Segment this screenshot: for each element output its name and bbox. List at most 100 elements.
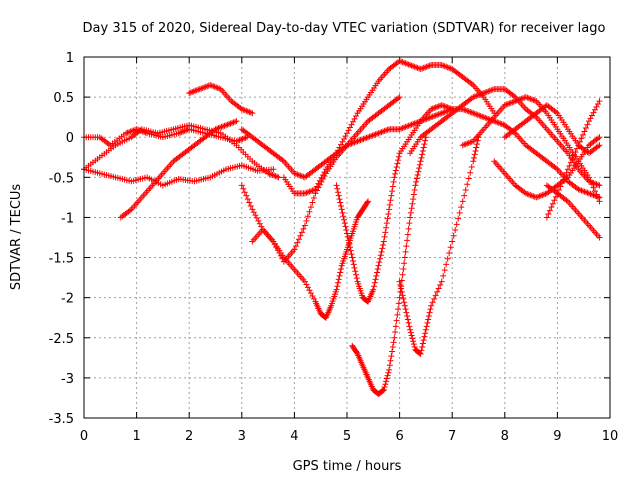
data-point <box>309 199 316 206</box>
data-point <box>398 288 405 295</box>
data-point <box>414 172 421 179</box>
data-point <box>253 215 260 222</box>
data-point <box>417 158 424 165</box>
data-point <box>340 213 347 220</box>
data-point <box>334 283 341 290</box>
data-point <box>465 175 472 182</box>
data-point <box>398 285 405 292</box>
data-point <box>401 299 408 306</box>
data-point <box>584 121 591 128</box>
data-point <box>377 255 384 262</box>
data-point <box>249 110 256 117</box>
data-point <box>426 309 433 316</box>
data-point <box>351 264 358 271</box>
data-point <box>385 211 392 218</box>
y-tick-label: -0.5 <box>49 171 74 186</box>
data-point <box>297 232 304 239</box>
data-point <box>351 115 358 122</box>
data-point <box>470 158 477 165</box>
data-point <box>275 174 282 181</box>
data-point <box>418 347 425 354</box>
data-point <box>333 286 340 293</box>
data-point <box>467 169 474 176</box>
data-point <box>340 135 347 142</box>
data-point <box>473 144 480 151</box>
series-arc13 <box>407 86 603 189</box>
data-point <box>549 200 556 207</box>
data-point <box>421 333 428 340</box>
data-point <box>395 153 402 160</box>
y-axis-label: SDTVAR / TECUs <box>9 184 24 291</box>
data-point <box>270 166 277 173</box>
data-point <box>585 174 592 181</box>
data-point <box>240 185 247 192</box>
data-point <box>405 319 412 326</box>
data-point <box>395 300 402 307</box>
series-arc16 <box>501 102 603 157</box>
data-point <box>406 220 413 227</box>
data-point <box>447 244 454 251</box>
data-point <box>443 261 450 268</box>
data-point <box>387 197 394 204</box>
data-point <box>370 286 377 293</box>
data-point <box>578 135 585 142</box>
data-point <box>347 244 354 251</box>
data-point <box>420 337 427 344</box>
data-point <box>244 196 251 203</box>
data-point <box>391 334 398 341</box>
data-point <box>419 151 426 158</box>
y-tick-label: -1 <box>61 211 74 226</box>
data-point <box>349 254 356 261</box>
data-point <box>416 165 423 172</box>
data-point <box>238 182 245 189</box>
data-point <box>402 306 409 313</box>
data-point <box>413 175 420 182</box>
data-point <box>381 384 388 391</box>
data-point <box>383 220 390 227</box>
data-point <box>306 208 313 215</box>
x-tick-label: 3 <box>238 429 246 444</box>
data-point <box>560 176 567 183</box>
data-point <box>435 285 442 292</box>
data-point <box>429 299 436 306</box>
series-arc4 <box>117 118 240 221</box>
data-point <box>543 214 550 221</box>
data-point <box>389 188 396 195</box>
data-point <box>335 276 342 283</box>
data-point <box>292 243 299 250</box>
data-point <box>404 316 411 323</box>
data-point <box>405 225 412 232</box>
data-point <box>294 239 301 246</box>
data-point <box>364 199 371 206</box>
data-point <box>383 375 390 382</box>
data-point <box>461 192 468 199</box>
data-point <box>374 269 381 276</box>
data-point <box>455 215 462 222</box>
y-tick-label: -2 <box>61 292 74 307</box>
data-point <box>350 118 357 125</box>
data-point <box>404 231 411 238</box>
data-point <box>587 115 594 122</box>
data-point <box>432 292 439 299</box>
data-point <box>298 229 305 236</box>
data-point <box>566 162 573 169</box>
data-point <box>350 261 357 268</box>
data-point <box>546 207 553 214</box>
data-point <box>250 209 257 216</box>
data-point <box>353 271 360 278</box>
data-point <box>437 282 444 289</box>
data-point <box>427 306 434 313</box>
data-point <box>344 233 351 240</box>
y-tick-label: 0.5 <box>53 91 74 106</box>
data-point <box>407 326 414 333</box>
data-point <box>304 284 311 291</box>
series-arc17 <box>543 98 603 221</box>
data-point <box>428 302 435 309</box>
data-point <box>391 174 398 181</box>
data-point <box>422 326 429 333</box>
data-point <box>303 217 310 224</box>
data-point <box>345 127 352 134</box>
data-point <box>384 372 391 379</box>
data-point <box>408 332 415 339</box>
data-point <box>396 278 403 285</box>
